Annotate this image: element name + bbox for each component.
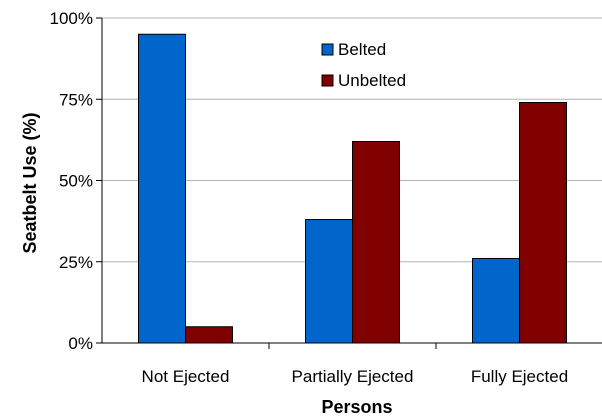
bars bbox=[138, 33, 567, 344]
bar-unbelted-2 bbox=[352, 141, 400, 344]
legend-swatch-unbelted bbox=[321, 74, 334, 87]
legend-label-belted: Belted bbox=[338, 40, 386, 59]
bar-unbelted-1 bbox=[185, 326, 233, 344]
axes bbox=[96, 17, 602, 349]
x-tick-label-2: Partially Ejected bbox=[292, 367, 414, 386]
bar-belted-3 bbox=[472, 258, 520, 344]
y-tick-label-75: 75% bbox=[59, 90, 93, 109]
x-axis-title: Persons bbox=[321, 397, 392, 417]
y-tick-label-25: 25% bbox=[59, 253, 93, 272]
bar-belted-1 bbox=[138, 33, 186, 344]
legend: Belted Unbelted bbox=[308, 28, 440, 96]
y-tick-label-100: 100% bbox=[50, 9, 93, 28]
bar-unbelted-3 bbox=[519, 102, 567, 344]
legend-swatch-belted bbox=[321, 43, 334, 56]
x-tick-label-3: Fully Ejected bbox=[471, 367, 568, 386]
y-axis-title: Seatbelt Use (%) bbox=[20, 112, 40, 253]
legend-label-unbelted: Unbelted bbox=[338, 71, 406, 90]
x-tick-label-1: Not Ejected bbox=[142, 367, 230, 386]
bar-belted-2 bbox=[305, 219, 353, 344]
y-tick-label-50: 50% bbox=[59, 172, 93, 191]
y-tick-label-0: 0% bbox=[68, 334, 93, 353]
tick-labels: 0% 25% 50% 75% 100% Not Ejected Partially Ejec… bbox=[50, 9, 569, 386]
